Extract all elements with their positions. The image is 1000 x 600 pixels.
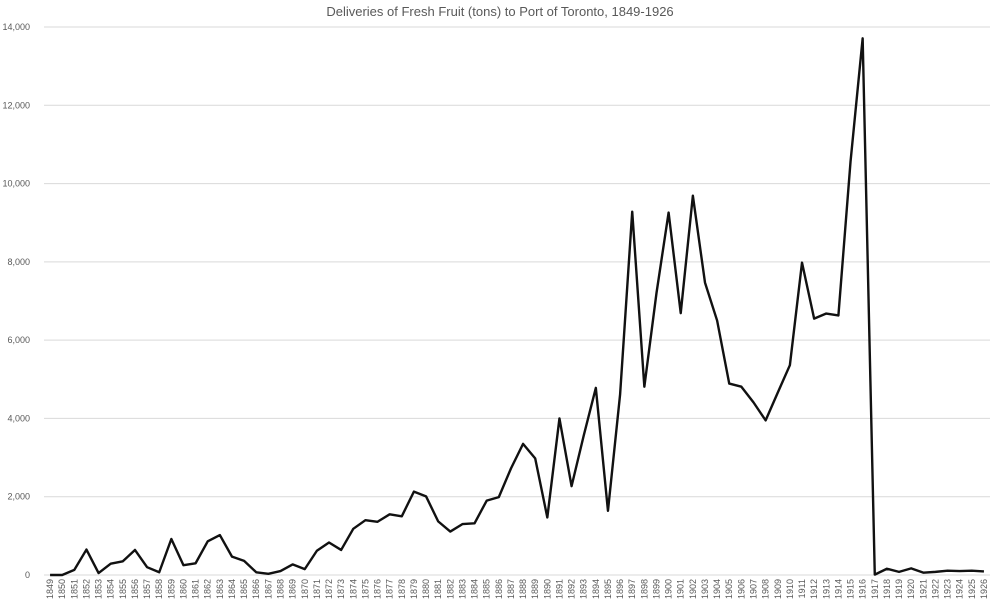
x-tick-label: 1874 bbox=[348, 579, 358, 599]
x-tick-label: 1894 bbox=[591, 579, 601, 599]
x-tick-label: 1849 bbox=[45, 579, 55, 599]
y-tick-label: 4,000 bbox=[7, 413, 30, 423]
x-tick-label: 1885 bbox=[482, 579, 492, 599]
x-tick-label: 1891 bbox=[554, 579, 564, 599]
x-tick-label: 1898 bbox=[639, 579, 649, 599]
x-tick-label: 1911 bbox=[797, 579, 807, 598]
x-tick-label: 1883 bbox=[457, 579, 467, 599]
x-tick-label: 1925 bbox=[967, 579, 977, 599]
x-tick-label: 1926 bbox=[979, 579, 989, 599]
x-tick-label: 1892 bbox=[567, 579, 577, 599]
x-tick-label: 1867 bbox=[263, 579, 273, 599]
x-tick-label: 1895 bbox=[603, 579, 613, 599]
x-tick-label: 1915 bbox=[846, 579, 856, 599]
x-tick-label: 1901 bbox=[676, 579, 686, 599]
x-tick-label: 1866 bbox=[251, 579, 261, 599]
x-tick-label: 1861 bbox=[191, 579, 201, 599]
x-tick-label: 1862 bbox=[203, 579, 213, 599]
x-tick-label: 1890 bbox=[542, 579, 552, 599]
series-line bbox=[50, 37, 985, 577]
x-tick-label: 1900 bbox=[664, 579, 674, 599]
gridlines bbox=[44, 26, 990, 576]
x-tick-label: 1912 bbox=[809, 579, 819, 599]
x-tick-label: 1924 bbox=[955, 579, 965, 599]
x-tick-label: 1910 bbox=[785, 579, 795, 599]
x-tick-label: 1875 bbox=[360, 579, 370, 599]
x-tick-label: 1921 bbox=[918, 579, 928, 599]
x-tick-label: 1905 bbox=[724, 579, 734, 599]
x-tick-label: 1922 bbox=[930, 579, 940, 599]
x-tick-label: 1916 bbox=[858, 579, 868, 599]
x-tick-label: 1870 bbox=[300, 579, 310, 599]
x-tick-label: 1854 bbox=[106, 579, 116, 599]
x-tick-label: 1904 bbox=[712, 579, 722, 599]
x-tick-label: 1878 bbox=[397, 579, 407, 599]
y-tick-label: 14,000 bbox=[2, 22, 30, 32]
x-tick-label: 1913 bbox=[821, 579, 831, 599]
x-tick-label: 1919 bbox=[894, 579, 904, 599]
x-tick-label: 1855 bbox=[118, 579, 128, 599]
x-axis-tick-labels: 1849 1850 1851 1852 1853 1854 1855 1856 1857 1858… bbox=[45, 579, 989, 599]
x-tick-label: 1864 bbox=[227, 579, 237, 599]
x-tick-label: 1858 bbox=[154, 579, 164, 599]
x-tick-label: 1881 bbox=[433, 579, 443, 599]
x-tick-label: 1920 bbox=[906, 579, 916, 599]
x-tick-label: 1908 bbox=[761, 579, 771, 599]
y-tick-label: 0 bbox=[25, 570, 30, 580]
x-tick-label: 1923 bbox=[943, 579, 953, 599]
x-tick-label: 1906 bbox=[736, 579, 746, 599]
y-tick-label: 6,000 bbox=[7, 335, 30, 345]
x-tick-label: 1893 bbox=[579, 579, 589, 599]
x-tick-label: 1856 bbox=[130, 579, 140, 599]
x-tick-label: 1880 bbox=[421, 579, 431, 599]
x-tick-label: 1851 bbox=[69, 579, 79, 599]
x-tick-label: 1877 bbox=[385, 579, 395, 599]
x-tick-label: 1907 bbox=[749, 579, 759, 599]
x-tick-label: 1876 bbox=[373, 579, 383, 599]
x-tick-label: 1863 bbox=[215, 579, 225, 599]
x-tick-label: 1899 bbox=[651, 579, 661, 599]
y-axis-tick-labels: 0 2,000 4,000 6,000 8,000 10,000 12,000 14,000 bbox=[2, 22, 30, 580]
x-tick-label: 1896 bbox=[615, 579, 625, 599]
x-tick-label: 1850 bbox=[57, 579, 67, 599]
x-tick-label: 1884 bbox=[470, 579, 480, 599]
x-tick-label: 1853 bbox=[94, 579, 104, 599]
x-tick-label: 1871 bbox=[312, 579, 322, 599]
x-tick-label: 1860 bbox=[178, 579, 188, 599]
x-tick-label: 1868 bbox=[276, 579, 286, 599]
x-tick-label: 1917 bbox=[870, 579, 880, 599]
x-tick-label: 1852 bbox=[81, 579, 91, 599]
x-tick-label: 1897 bbox=[627, 579, 637, 599]
x-tick-label: 1918 bbox=[882, 579, 892, 599]
y-tick-label: 10,000 bbox=[2, 179, 30, 189]
x-tick-label: 1879 bbox=[409, 579, 419, 599]
x-tick-label: 1889 bbox=[530, 579, 540, 599]
x-tick-label: 1909 bbox=[773, 579, 783, 599]
data-series bbox=[49, 37, 985, 577]
x-tick-label: 1857 bbox=[142, 579, 152, 599]
x-tick-label: 1914 bbox=[833, 579, 843, 599]
x-tick-label: 1859 bbox=[166, 579, 176, 599]
x-tick-label: 1869 bbox=[288, 579, 298, 599]
x-tick-label: 1887 bbox=[506, 579, 516, 599]
x-tick-label: 1872 bbox=[324, 579, 334, 599]
x-tick-label: 1903 bbox=[700, 579, 710, 599]
x-tick-label: 1886 bbox=[494, 579, 504, 599]
x-tick-label: 1882 bbox=[445, 579, 455, 599]
y-tick-label: 12,000 bbox=[2, 100, 30, 110]
x-tick-label: 1873 bbox=[336, 579, 346, 599]
x-tick-label: 1888 bbox=[518, 579, 528, 599]
x-tick-label: 1902 bbox=[688, 579, 698, 599]
x-tick-label: 1865 bbox=[239, 579, 249, 599]
chart-title: Deliveries of Fresh Fruit (tons) to Port… bbox=[326, 4, 674, 19]
y-tick-label: 8,000 bbox=[7, 257, 30, 267]
y-tick-label: 2,000 bbox=[7, 492, 30, 502]
